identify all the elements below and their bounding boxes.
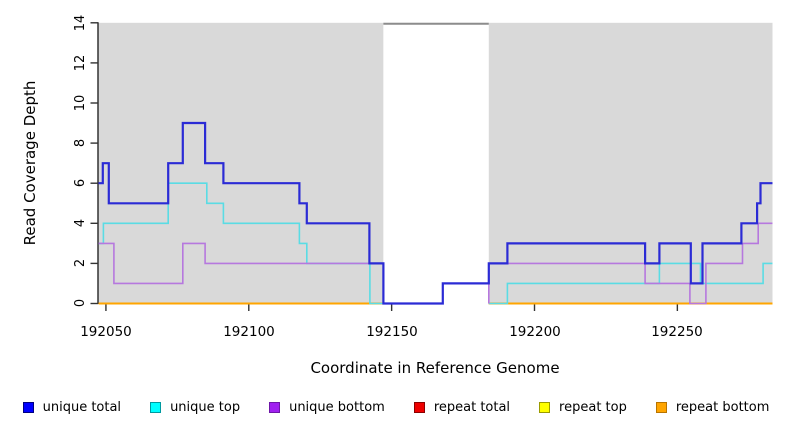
series-line-unique-top bbox=[488, 262, 773, 305]
legend-label: unique top bbox=[170, 400, 241, 415]
legend-swatch bbox=[150, 402, 162, 413]
y-tick-label: 12 bbox=[73, 54, 88, 72]
x-tick-label: 192150 bbox=[366, 324, 418, 340]
legend-label: repeat bottom bbox=[675, 400, 770, 415]
legend-label: repeat total bbox=[433, 400, 511, 415]
legend-item: unique total bbox=[22, 400, 122, 415]
x-tick-label: 192250 bbox=[651, 324, 703, 340]
legend-label: unique total bbox=[42, 400, 122, 415]
legend-item: repeat total bbox=[413, 400, 511, 415]
series-line-unique-total bbox=[98, 121, 773, 305]
legend: unique total unique top unique bottom re… bbox=[0, 400, 792, 415]
y-tick-label: 10 bbox=[73, 94, 88, 112]
legend-swatch bbox=[539, 402, 551, 413]
x-axis-title: Coordinate in Reference Genome bbox=[310, 359, 560, 377]
legend-label: unique bottom bbox=[289, 400, 385, 415]
legend-swatch bbox=[413, 402, 425, 413]
y-tick-label: 4 bbox=[73, 218, 88, 228]
legend-label: repeat top bbox=[559, 400, 627, 415]
series-line-unique-bottom bbox=[98, 242, 385, 304]
legend-item: unique bottom bbox=[269, 400, 385, 415]
legend-item: repeat top bbox=[539, 400, 627, 415]
y-tick-label: 14 bbox=[73, 14, 88, 32]
y-axis-title: Read Coverage Depth bbox=[21, 80, 39, 246]
legend-swatch bbox=[655, 402, 667, 413]
x-tick-label: 192050 bbox=[80, 324, 132, 340]
y-tick-label: 6 bbox=[73, 178, 88, 188]
y-tick-label: 2 bbox=[73, 258, 88, 268]
legend-item: unique top bbox=[150, 400, 240, 415]
x-tick-label: 192100 bbox=[223, 324, 275, 340]
legend-swatch bbox=[269, 402, 281, 413]
masked-region bbox=[383, 22, 489, 304]
legend-swatch bbox=[22, 402, 34, 413]
y-tick-label: 0 bbox=[73, 298, 88, 308]
legend-item: repeat bottom bbox=[655, 400, 770, 415]
x-tick-label: 192200 bbox=[509, 324, 561, 340]
y-tick-label: 8 bbox=[73, 138, 88, 148]
